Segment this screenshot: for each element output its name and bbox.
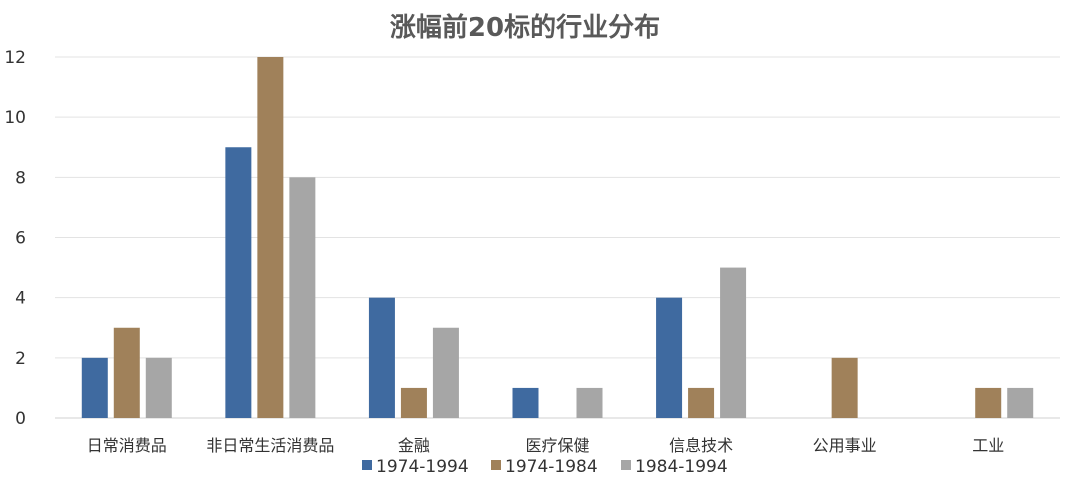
x-tick-label: 工业 [972, 436, 1004, 455]
bar [400, 387, 427, 418]
y-tick-label: 2 [15, 349, 26, 369]
bar [225, 147, 252, 418]
gridlines [55, 56, 1060, 419]
x-tick-label: 信息技术 [669, 436, 733, 455]
bar [432, 327, 459, 418]
bar [81, 357, 108, 418]
x-tick-label: 日常消费品 [87, 436, 167, 455]
x-tick-label: 非日常生活消费品 [206, 436, 334, 455]
legend: 1974-1994 1974-1984 1984-1994 [362, 457, 728, 477]
chart-title: 涨幅前20标的行业分布 [390, 12, 660, 43]
x-tick-label: 医疗保健 [525, 436, 589, 455]
bar [831, 357, 858, 418]
legend-swatch [621, 460, 631, 470]
bar [975, 387, 1002, 418]
bar [1007, 387, 1034, 418]
bar [512, 387, 539, 418]
legend-label: 1984-1994 [635, 457, 728, 477]
bar [145, 357, 172, 418]
legend-label: 1974-1984 [505, 457, 598, 477]
bar [656, 297, 683, 418]
y-tick-label: 4 [15, 289, 26, 309]
bar [257, 57, 284, 418]
bar [289, 177, 316, 418]
x-tick-label: 公用事业 [813, 436, 877, 455]
legend-swatch [491, 460, 501, 470]
legend-label: 1974-1994 [376, 457, 469, 477]
x-tick-label: 金融 [398, 436, 430, 455]
y-axis-ticks: 0 2 4 6 8 10 12 [4, 48, 26, 429]
y-tick-label: 0 [15, 409, 26, 429]
y-tick-label: 6 [15, 229, 26, 249]
bar [688, 387, 715, 418]
x-axis-labels: 日常消费品 非日常生活消费品 金融 医疗保健 信息技术 公用事业 工业 [87, 436, 1004, 455]
bar [720, 267, 747, 418]
y-tick-label: 8 [15, 168, 26, 188]
legend-swatch [362, 460, 372, 470]
bars [81, 57, 1034, 418]
bar [576, 387, 603, 418]
y-tick-label: 10 [4, 108, 26, 128]
bar [368, 297, 395, 418]
y-tick-label: 12 [4, 48, 26, 68]
bar [113, 327, 140, 418]
